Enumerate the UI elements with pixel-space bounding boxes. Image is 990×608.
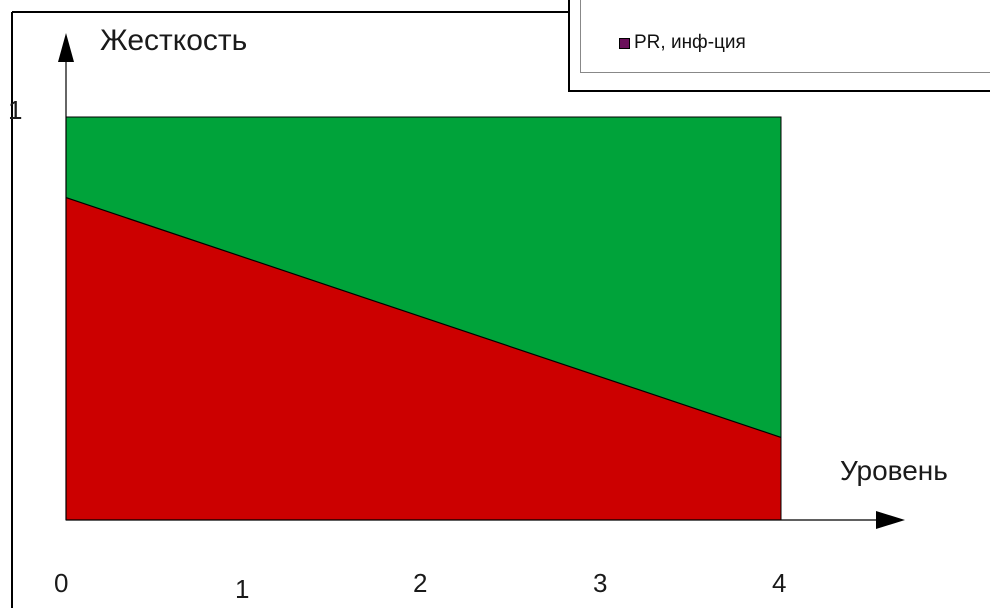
x-tick-label: 4 <box>772 568 786 598</box>
y-axis-arrow-icon <box>58 33 74 62</box>
boundary-line <box>65 197 782 438</box>
x-tick-label: 2 <box>413 568 427 598</box>
y-axis-title: Жесткость <box>100 24 247 57</box>
x-axis-title: Уровень <box>840 455 948 486</box>
legend: PR, инф-ция <box>568 0 990 92</box>
legend-swatch-icon <box>619 37 630 49</box>
x-tick-label: 3 <box>593 568 607 598</box>
legend-frame: PR, инф-ция <box>580 0 990 73</box>
y-tick-label: 1 <box>8 95 22 125</box>
legend-entry: PR, инф-ция <box>619 32 746 54</box>
x-tick-label: 0 <box>54 568 68 598</box>
area-below-line <box>66 197 781 520</box>
x-axis-arrow-icon <box>876 511 905 529</box>
x-tick-label: 1 <box>235 574 249 604</box>
legend-entry-label: PR, инф-ция <box>634 32 746 53</box>
